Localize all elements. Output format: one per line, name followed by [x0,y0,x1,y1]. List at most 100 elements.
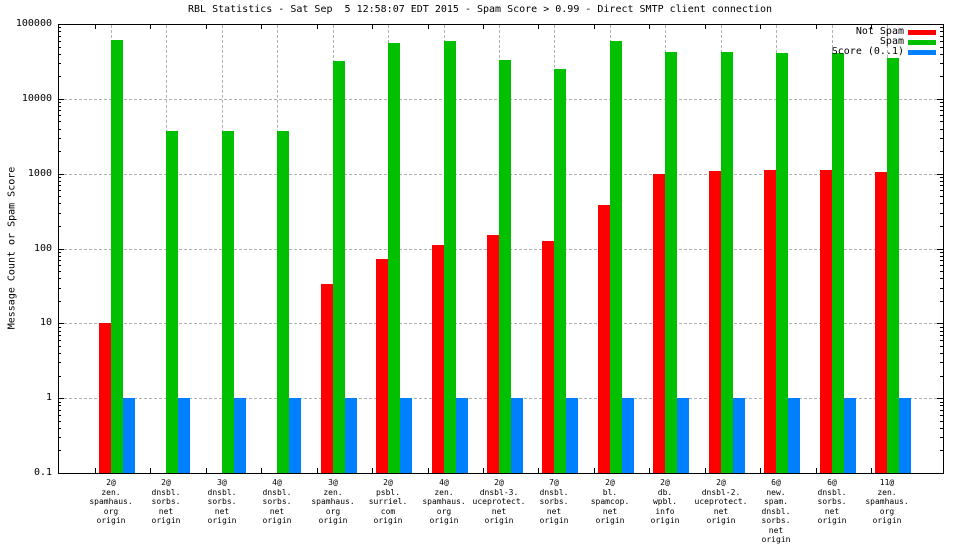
x-category-label-line: origin [650,516,680,525]
y-minortick-left [58,340,61,341]
y-minortick-right [940,121,943,122]
legend-label-spam: Spam [879,36,904,47]
y-minortick-right [940,265,943,266]
x-category-label-line: dnsbl. [262,487,292,497]
y-minortick-left [58,106,61,107]
y-tick-left [58,99,64,100]
y-minortick-right [940,54,943,55]
y-minortick-right [940,41,943,42]
bar-spam [444,40,456,473]
y-minortick-left [58,76,61,77]
y-tick-right [937,174,943,175]
y-minortick-right [940,335,943,336]
y-minortick-right [940,151,943,152]
x-category-label-line: 6@ [771,478,781,487]
x-category-label-line: com [380,506,396,516]
x-category-label-line: net [768,525,784,535]
x-category-label-line: info [655,506,675,516]
x-tick-top [760,24,761,29]
x-category-label: 7@ dnsbl. sorbs. net origin [522,478,586,526]
y-minortick-left [58,301,61,302]
y-minortick-left [58,185,61,186]
x-category-label-line: spamcop. [590,497,630,506]
x-category-label-line: 2@ [383,478,393,487]
bar-spam [610,40,622,473]
x-tick-bottom [705,468,706,473]
y-minortick-left [58,437,61,438]
x-tick-bottom [816,468,817,473]
x-category-label-line: spamhaus. [422,497,466,506]
x-category-label-line: zen. [323,487,343,497]
y-minortick-left [58,346,61,347]
x-category-label-line: dnsbl-2. [701,487,741,497]
x-tick-top [816,24,817,29]
bar-score-0-1- [400,398,412,473]
x-category-label-line: origin [151,516,181,525]
legend-swatch-score [908,49,936,55]
x-category-label-line: 4@ [272,478,282,487]
chart-title: RBL Statistics - Sat Sep 5 12:58:07 EDT … [188,4,772,15]
x-category-label-line: net [214,506,230,516]
bar-not-spam [709,170,721,473]
x-category-label-line: sorbs. [207,497,237,506]
y-minortick-right [940,301,943,302]
x-category-label-line: 6@ [827,478,837,487]
x-tick-bottom [538,468,539,473]
bar-spam [111,39,123,473]
y-tick-right [937,398,943,399]
x-tick-bottom [261,468,262,473]
bar-spam [499,60,511,473]
y-minortick-right [940,353,943,354]
x-category-label: 2@ db. wpbl. info origin [633,478,697,526]
y-minortick-right [940,271,943,272]
y-tick-label: 1000 [27,168,52,179]
y-tick-right [937,323,943,324]
x-category-label-line: 7@ [549,478,559,487]
bar-score-0-1- [123,398,135,473]
bar-score-0-1- [345,398,357,473]
x-category-label-line: origin [318,516,348,525]
y-minortick-left [58,54,61,55]
x-category-label: 4@ dnsbl. sorbs. net origin [245,478,309,526]
y-tick-left [58,174,64,175]
bar-not-spam [653,173,665,473]
y-minortick-left [58,115,61,116]
y-minortick-left [58,226,61,227]
y-minortick-right [940,203,943,204]
y-minortick-right [940,402,943,403]
bar-spam [554,69,566,473]
y-tick-label: 1 [45,392,52,403]
y-minortick-right [940,63,943,64]
y-minortick-left [58,27,61,28]
legend-row-score: Score (0..1) [832,47,936,57]
y-minortick-right [940,340,943,341]
y-minortick-right [940,213,943,214]
y-minortick-right [940,138,943,139]
x-category-label: 4@ zen. spamhaus. org origin [412,478,476,526]
y-minortick-right [940,76,943,77]
x-tick-bottom [594,468,595,473]
y-minortick-right [940,31,943,32]
y-tick-right [937,249,943,250]
y-minortick-right [940,327,943,328]
x-category-label-line: org [436,506,452,516]
x-tick-top [649,24,650,29]
bar-score-0-1- [733,398,745,473]
x-tick-bottom [150,468,151,473]
bar-spam [222,131,234,473]
x-category-label-line: origin [595,516,625,525]
y-minortick-left [58,151,61,152]
x-category-label-line: uceprotect. [694,497,748,506]
y-minortick-left [58,181,61,182]
y-minortick-left [58,213,61,214]
legend-swatch-spam [908,39,936,45]
bar-spam [277,131,289,473]
y-minortick-left [58,353,61,354]
y-minortick-left [58,421,61,422]
y-minortick-right [940,421,943,422]
x-tick-bottom [372,468,373,473]
x-tick-top [206,24,207,29]
y-minortick-left [58,450,61,451]
x-category-label: 6@ dnsbl. sorbs. net origin [800,478,864,526]
x-tick-top [95,24,96,29]
